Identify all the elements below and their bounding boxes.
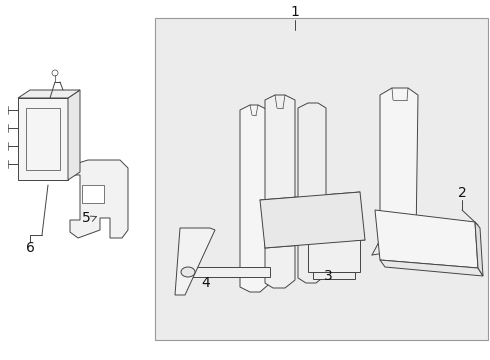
Text: 3: 3: [323, 269, 332, 283]
Text: 2: 2: [458, 186, 466, 200]
Polygon shape: [380, 260, 483, 276]
Polygon shape: [18, 90, 80, 98]
Polygon shape: [70, 160, 128, 238]
Polygon shape: [265, 95, 295, 288]
Text: 5: 5: [82, 211, 90, 225]
Polygon shape: [68, 90, 80, 180]
Polygon shape: [240, 105, 268, 292]
Text: 4: 4: [201, 276, 210, 290]
Polygon shape: [188, 267, 270, 277]
Polygon shape: [380, 88, 418, 248]
Polygon shape: [313, 272, 355, 279]
Bar: [82, 185, 104, 203]
Bar: [308, 240, 360, 272]
Text: 6: 6: [25, 241, 34, 255]
Polygon shape: [18, 98, 68, 180]
Polygon shape: [175, 228, 215, 295]
Polygon shape: [375, 210, 478, 268]
Polygon shape: [260, 192, 365, 248]
Polygon shape: [475, 222, 483, 276]
Polygon shape: [298, 103, 326, 283]
Bar: [155, 18, 488, 340]
Ellipse shape: [181, 267, 195, 277]
Text: 1: 1: [291, 5, 299, 19]
